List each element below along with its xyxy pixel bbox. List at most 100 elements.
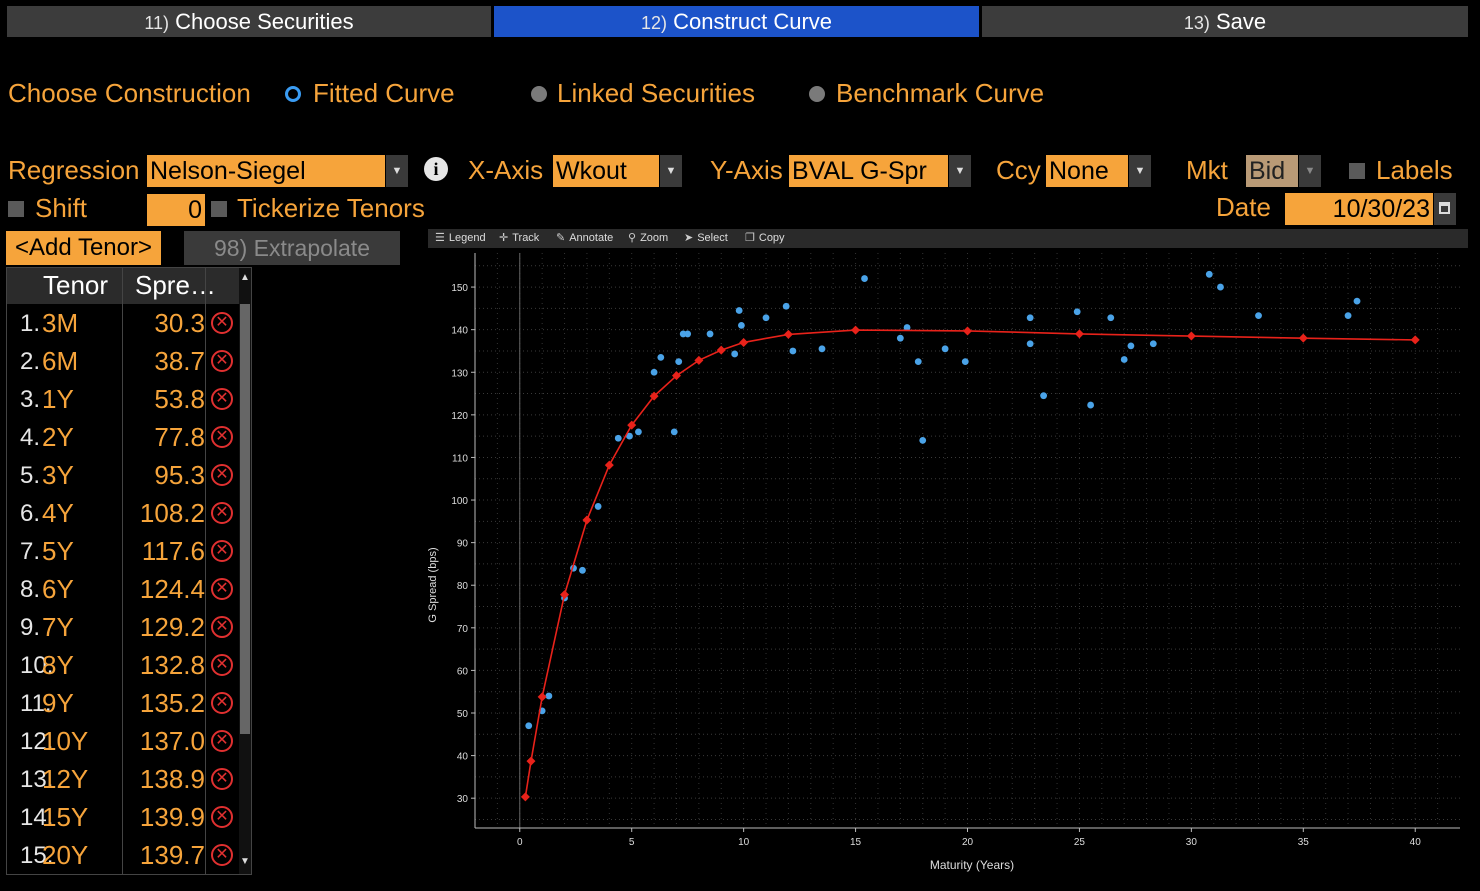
radio-fitted-curve[interactable]	[285, 86, 301, 102]
tenor-cell[interactable]: 9Y	[42, 688, 74, 718]
spread-cell[interactable]: 108.2	[139, 498, 205, 528]
scrollbar-thumb[interactable]	[240, 304, 250, 734]
yaxis-dropdown[interactable]: BVAL G-Spr	[789, 155, 948, 187]
extrapolate-button[interactable]: 98) Extrapolate	[184, 231, 400, 265]
track-button[interactable]: ✛ Track	[499, 230, 539, 247]
spread-cell[interactable]: 95.3	[154, 460, 205, 490]
spread-cell[interactable]: 77.8	[154, 422, 205, 452]
shift-checkbox[interactable]	[8, 201, 24, 217]
spread-cell[interactable]: 135.2	[139, 688, 205, 718]
tenor-cell[interactable]: 1Y	[42, 384, 74, 414]
add-tenor-button[interactable]: <Add Tenor>	[6, 231, 161, 265]
delete-icon[interactable]: ✕	[211, 844, 233, 866]
tenor-cell[interactable]: 15Y	[42, 802, 89, 832]
delete-icon[interactable]: ✕	[211, 312, 233, 334]
tenor-cell[interactable]: 7Y	[42, 612, 74, 642]
tenor-cell[interactable]: 12Y	[42, 764, 89, 794]
table-row[interactable]: 14. 15Y 139.9 ✕	[7, 799, 239, 837]
tab-save[interactable]: 13) Save	[982, 6, 1468, 37]
scroll-down-icon[interactable]: ▼	[240, 856, 250, 867]
xaxis-dropdown[interactable]: Wkout	[553, 155, 659, 187]
date-input[interactable]: 10/30/23	[1285, 193, 1433, 225]
legend-button[interactable]: ☰ Legend	[435, 230, 486, 247]
tenor-cell[interactable]: 3M	[42, 308, 79, 338]
table-row[interactable]: 2. 6M 38.7 ✕	[7, 343, 239, 381]
spread-header[interactable]: Spre…	[135, 270, 216, 300]
table-row[interactable]: 6. 4Y 108.2 ✕	[7, 495, 239, 533]
labels-checkbox[interactable]	[1349, 163, 1365, 179]
spread-cell[interactable]: 137.0	[139, 726, 205, 756]
table-row[interactable]: 11. 9Y 135.2 ✕	[7, 685, 239, 723]
chevron-down-icon[interactable]: ▼	[660, 155, 682, 187]
table-row[interactable]: 13. 12Y 138.9 ✕	[7, 761, 239, 799]
delete-icon[interactable]: ✕	[211, 502, 233, 524]
select-button[interactable]: ➤ Select	[684, 230, 728, 247]
table-row[interactable]: 1. 3M 30.3 ✕	[7, 305, 239, 343]
spread-curve-chart[interactable]: 30 40 50 60 70 80 90 100 110 120 130 140 150 0 5 10 15 20…	[420, 248, 1470, 878]
delete-icon[interactable]: ✕	[211, 616, 233, 638]
spread-cell[interactable]: 30.3	[154, 308, 205, 338]
chevron-down-icon[interactable]: ▼	[386, 155, 408, 187]
delete-icon[interactable]: ✕	[211, 464, 233, 486]
delete-icon[interactable]: ✕	[211, 692, 233, 714]
spread-cell[interactable]: 124.4	[139, 574, 205, 604]
delete-icon[interactable]: ✕	[211, 654, 233, 676]
table-scrollbar[interactable]: ▲ ▼	[239, 268, 251, 874]
table-row[interactable]: 9. 7Y 129.2 ✕	[7, 609, 239, 647]
table-row[interactable]: 12. 10Y 137.0 ✕	[7, 723, 239, 761]
table-row[interactable]: 5. 3Y 95.3 ✕	[7, 457, 239, 495]
benchmark-curve-label[interactable]: Benchmark Curve	[836, 78, 1045, 108]
shift-input[interactable]: 0	[147, 194, 205, 226]
linked-securities-label[interactable]: Linked Securities	[557, 78, 755, 108]
table-row[interactable]: 15. 20Y 139.7 ✕	[7, 837, 239, 875]
tab-construct-curve[interactable]: 12) Construct Curve	[494, 6, 979, 37]
table-row[interactable]: 8. 6Y 124.4 ✕	[7, 571, 239, 609]
mkt-dropdown[interactable]: Bid	[1246, 155, 1298, 187]
zoom-button[interactable]: ⚲ Zoom	[628, 230, 668, 247]
scroll-up-icon[interactable]: ▲	[240, 272, 250, 283]
tab-choose-securities[interactable]: 11) Choose Securities	[7, 6, 491, 37]
regression-dropdown[interactable]: Nelson-Siegel	[147, 155, 385, 187]
spread-cell[interactable]: 117.6	[141, 536, 205, 566]
tenor-header[interactable]: Tenor	[43, 270, 109, 300]
delete-icon[interactable]: ✕	[211, 730, 233, 752]
delete-icon[interactable]: ✕	[211, 540, 233, 562]
tenor-cell[interactable]: 2Y	[42, 422, 74, 452]
delete-icon[interactable]: ✕	[211, 350, 233, 372]
info-icon[interactable]: i	[424, 157, 448, 181]
tenor-cell[interactable]: 8Y	[42, 650, 74, 680]
table-row[interactable]: 7. 5Y 117.6 ✕	[7, 533, 239, 571]
calendar-icon[interactable]	[1434, 193, 1456, 225]
chevron-down-icon[interactable]: ▼	[1129, 155, 1151, 187]
delete-icon[interactable]: ✕	[211, 426, 233, 448]
spread-cell[interactable]: 139.7	[139, 840, 205, 870]
copy-button[interactable]: ❐ Copy	[745, 230, 785, 247]
table-row[interactable]: 3. 1Y 53.8 ✕	[7, 381, 239, 419]
spread-cell[interactable]: 53.8	[154, 384, 205, 414]
annotate-button[interactable]: ✎ Annotate	[556, 230, 613, 247]
tickerize-checkbox[interactable]	[211, 201, 227, 217]
radio-benchmark-curve[interactable]	[809, 86, 825, 102]
delete-icon[interactable]: ✕	[211, 578, 233, 600]
tenor-cell[interactable]: 10Y	[42, 726, 89, 756]
tenor-cell[interactable]: 5Y	[42, 536, 74, 566]
table-row[interactable]: 4. 2Y 77.8 ✕	[7, 419, 239, 457]
table-row[interactable]: 10. 8Y 132.8 ✕	[7, 647, 239, 685]
ccy-dropdown[interactable]: None	[1046, 155, 1128, 187]
spread-cell[interactable]: 139.9	[139, 802, 205, 832]
chevron-down-icon[interactable]: ▼	[1299, 155, 1321, 187]
tenor-cell[interactable]: 6M	[42, 346, 79, 376]
tenor-cell[interactable]: 20Y	[42, 840, 89, 870]
delete-icon[interactable]: ✕	[211, 768, 233, 790]
tenor-cell[interactable]: 6Y	[42, 574, 74, 604]
tenor-cell[interactable]: 3Y	[42, 460, 74, 490]
chevron-down-icon[interactable]: ▼	[949, 155, 971, 187]
tenor-cell[interactable]: 4Y	[42, 498, 74, 528]
delete-icon[interactable]: ✕	[211, 806, 233, 828]
spread-cell[interactable]: 132.8	[139, 650, 205, 680]
spread-cell[interactable]: 38.7	[154, 346, 205, 376]
fitted-curve-label[interactable]: Fitted Curve	[313, 78, 455, 108]
radio-linked-securities[interactable]	[531, 86, 547, 102]
spread-cell[interactable]: 129.2	[139, 612, 205, 642]
spread-cell[interactable]: 138.9	[139, 764, 205, 794]
